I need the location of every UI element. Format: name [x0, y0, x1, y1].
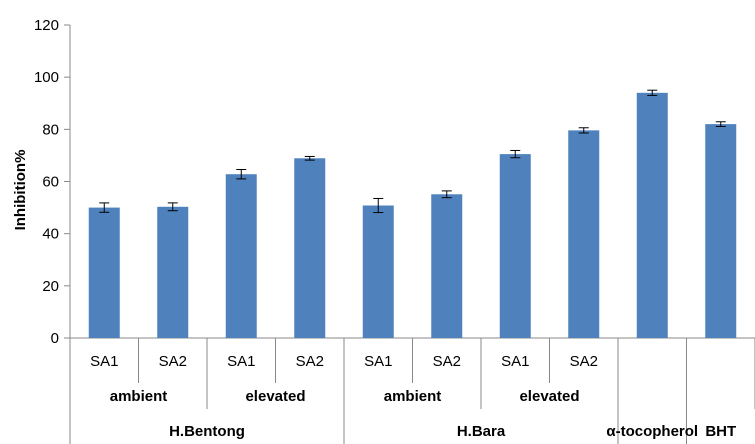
outer-group-label: H.Bentong [169, 423, 245, 440]
bars-layer [88, 89, 737, 338]
outer-group-label: α-tocopherol [606, 423, 698, 440]
y-tick-label: 60 [42, 174, 59, 191]
y-tick-label: 0 [51, 330, 59, 347]
category-label: SA1 [227, 353, 255, 370]
y-tick-label: 100 [34, 69, 59, 86]
category-label: SA1 [90, 353, 118, 370]
y-axis-title: Inhibition% [12, 150, 29, 231]
group-label: ambient [110, 388, 168, 405]
group-label: ambient [384, 388, 442, 405]
category-label: SA1 [501, 353, 529, 370]
y-tick-label: 80 [42, 121, 59, 138]
y-tick-label: 40 [42, 226, 59, 243]
bar [362, 205, 394, 338]
bar [636, 92, 668, 338]
bar [431, 194, 463, 338]
category-label: SA2 [570, 353, 598, 370]
bar [225, 174, 257, 338]
group-label: elevated [245, 388, 305, 405]
axes: 0 20 40 60 80 100 120 [34, 17, 755, 444]
bar [705, 124, 737, 338]
y-tick-label: 20 [42, 278, 59, 295]
bar [568, 130, 600, 338]
outer-group-label: H.Bara [457, 423, 506, 440]
y-tick-label: 120 [34, 17, 59, 34]
category-label: SA2 [296, 353, 324, 370]
bar [157, 206, 189, 338]
group-label: elevated [519, 388, 579, 405]
category-label: SA1 [364, 353, 392, 370]
category-labels-layer: SA1 SA2 SA1 SA2 SA1 SA2 SA1 SA2 ambient elevated a… [90, 353, 736, 440]
bar [88, 207, 120, 338]
outer-group-label: BHT [705, 423, 736, 440]
category-label: SA2 [159, 353, 187, 370]
category-label: SA2 [433, 353, 461, 370]
bar [499, 154, 531, 338]
bar [294, 158, 326, 338]
